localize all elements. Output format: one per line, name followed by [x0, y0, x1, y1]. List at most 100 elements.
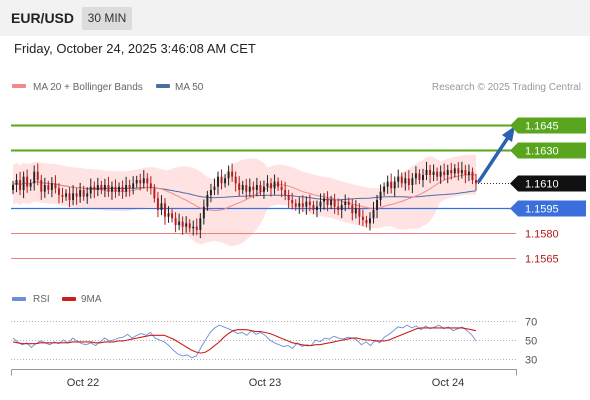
candle-body [174, 218, 177, 225]
candle [379, 184, 382, 207]
candle-body [436, 171, 439, 177]
candle-body [57, 188, 60, 195]
candle-body [156, 198, 159, 210]
candle-body [192, 226, 195, 229]
rsi-ma9-line [12, 327, 477, 354]
candle-body [61, 195, 64, 197]
time-axis-label: Oct 23 [249, 377, 281, 389]
target-arrow-shaft [477, 137, 509, 184]
candle-body [110, 186, 113, 192]
candle [439, 165, 442, 184]
candle-body [266, 183, 269, 187]
candle-body [411, 178, 414, 185]
candle [75, 188, 78, 205]
candle-body [404, 178, 407, 184]
candle-body [47, 185, 50, 190]
candle [287, 189, 290, 209]
level-label-1.1565: 1.1565 [525, 254, 559, 266]
candle-body [19, 180, 22, 190]
candle [305, 196, 308, 215]
candle [273, 174, 276, 195]
candle [61, 187, 64, 203]
candle [86, 187, 89, 204]
candle [57, 183, 60, 204]
candle-body [284, 190, 287, 195]
chart-header: EUR/USD 30 MIN [0, 0, 590, 36]
target-arrow-head [502, 126, 515, 142]
candle [199, 213, 202, 239]
candle [174, 212, 177, 233]
candle-body [128, 185, 131, 189]
candle [82, 185, 85, 201]
candle-body [277, 181, 280, 187]
candle-body [15, 180, 18, 185]
rsi-tick-label-70: 70 [525, 317, 537, 329]
candle-body [347, 201, 350, 205]
candle-body [397, 176, 400, 182]
candle [422, 168, 424, 188]
candle [277, 177, 280, 191]
candle-body [181, 221, 184, 227]
candle-body [418, 173, 421, 180]
candle [217, 171, 219, 195]
candle [326, 191, 329, 212]
candle-body [227, 171, 230, 179]
candle [291, 192, 294, 210]
candle [128, 179, 131, 197]
candle-body [354, 208, 357, 214]
candle [188, 219, 191, 233]
candle-body [287, 195, 290, 200]
candle-body [429, 170, 432, 175]
candle-body [188, 223, 191, 229]
candle-body [425, 170, 428, 175]
candle-body [372, 210, 375, 219]
candle [68, 187, 71, 208]
candle-body [195, 226, 198, 230]
candle [475, 173, 477, 191]
candle-body [414, 173, 417, 179]
candle [40, 174, 43, 200]
candle [315, 200, 318, 218]
candle-body [298, 203, 301, 207]
ma9-legend-swatch [62, 297, 76, 301]
ma50-legend-label: MA 50 [175, 82, 204, 93]
candle-body [238, 183, 241, 190]
candle-body [379, 191, 382, 200]
candle [43, 177, 46, 198]
ma9-legend-label: 9MA [81, 294, 102, 305]
candle [453, 164, 456, 178]
level-tag-1.1610: 1.1610 [510, 175, 586, 192]
candle [255, 177, 258, 197]
candle-body [206, 195, 209, 207]
candle-body [82, 190, 85, 197]
ma20-legend-label: MA 20 + Bollinger Bands [33, 82, 143, 93]
candle-body [103, 185, 106, 190]
candle-body [50, 183, 53, 190]
candle [411, 173, 414, 194]
candle-body [340, 205, 343, 210]
candle-body [305, 201, 308, 207]
candle [262, 180, 265, 199]
time-axis-label: Oct 22 [67, 377, 99, 389]
candle-body [149, 183, 152, 189]
candle [178, 213, 181, 231]
candle [33, 165, 36, 191]
candle [347, 197, 350, 210]
candle-body [376, 200, 379, 210]
candle-body [460, 170, 463, 174]
candle [450, 162, 453, 180]
candle-body [273, 181, 276, 189]
timeframe-button[interactable]: 30 MIN [82, 7, 132, 30]
candle-body [224, 178, 227, 184]
candle [110, 181, 113, 200]
candle [252, 181, 255, 199]
price-levels [11, 124, 516, 259]
candle-body [368, 218, 371, 224]
candle-body [393, 181, 396, 189]
candle [414, 166, 417, 185]
candle [146, 173, 149, 192]
candle-body [262, 186, 265, 192]
candle-body [323, 198, 325, 202]
candle [132, 176, 135, 195]
